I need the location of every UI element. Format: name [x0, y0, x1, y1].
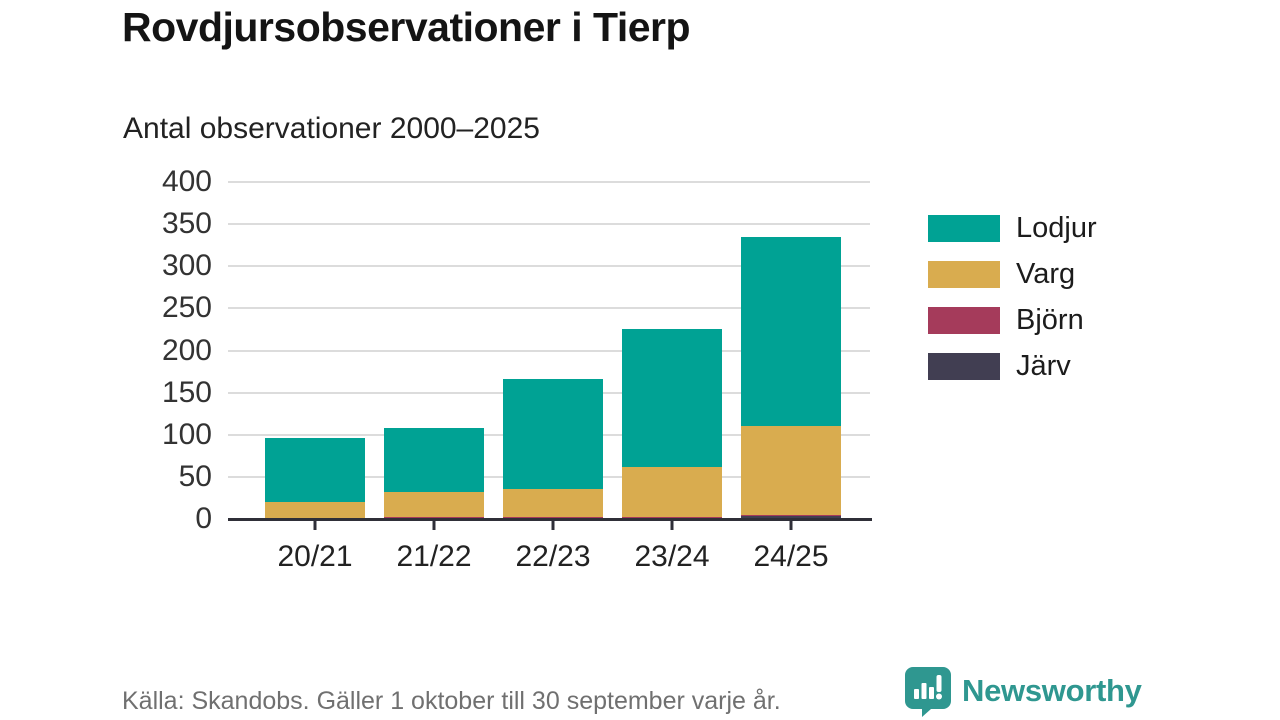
x-tick-label: 22/23 [515, 540, 591, 573]
bar-20/21 [265, 438, 365, 519]
legend-item-järv: Järv [928, 350, 1097, 382]
x-tick-mark [432, 521, 436, 530]
gridline [228, 223, 870, 226]
chart-title: Rovdjursobservationer i Tierp [122, 4, 691, 50]
plot-area [228, 181, 870, 519]
legend-swatch [928, 261, 1000, 288]
x-tick-mark [551, 521, 555, 530]
legend-label: Lodjur [1016, 212, 1097, 244]
legend-label: Björn [1016, 304, 1084, 336]
legend-swatch [928, 215, 1000, 242]
gridline [228, 265, 870, 268]
bar-segment-lodjur [622, 329, 722, 467]
y-tick-label: 100 [161, 417, 212, 451]
source-note: Källa: Skandobs. Gäller 1 oktober till 3… [122, 687, 781, 715]
x-axis-line [228, 518, 872, 521]
bar-segment-lodjur [741, 236, 841, 427]
legend: Lodjur Varg Björn Järv [928, 212, 1097, 399]
x-tick-mark [789, 521, 793, 530]
bar-23/24 [622, 329, 722, 519]
legend-swatch [928, 353, 1000, 380]
brand-name: Newsworthy [962, 673, 1142, 708]
gridline [228, 307, 870, 310]
legend-item-varg: Varg [928, 258, 1097, 290]
x-tick-label: 24/25 [753, 540, 829, 573]
chart-subtitle: Antal observationer 2000–2025 [123, 112, 540, 145]
y-tick-label: 300 [161, 249, 212, 283]
gridline [228, 349, 870, 352]
legend-item-lodjur: Lodjur [928, 212, 1097, 244]
bar-segment-björn [741, 514, 841, 517]
x-tick-mark [670, 521, 674, 530]
x-tick-label: 20/21 [277, 540, 353, 573]
bar-segment-varg [741, 426, 841, 515]
y-tick-label: 50 [178, 459, 212, 493]
gridline [228, 181, 870, 183]
brand-footer: Newsworthy [903, 665, 1142, 717]
x-tick-label: 23/24 [634, 540, 710, 573]
bar-segment-lodjur [503, 379, 603, 489]
bar-segment-lodjur [265, 438, 365, 503]
bar-segment-järv [741, 516, 841, 519]
bar-segment-varg [265, 502, 365, 519]
legend-label: Varg [1016, 258, 1076, 290]
bar-segment-varg [384, 492, 484, 518]
newsworthy-logo-icon [905, 667, 951, 717]
y-tick-label: 350 [161, 207, 212, 241]
bar-segment-lodjur [384, 428, 484, 493]
x-axis: 20/21 21/22 22/23 23/24 24/25 [228, 521, 872, 581]
y-tick-label: 250 [161, 291, 212, 325]
bar-segment-varg [622, 466, 722, 518]
bar-21/22 [384, 428, 484, 519]
y-tick-label: 400 [161, 165, 212, 198]
bar-22/23 [503, 379, 603, 519]
x-tick-label: 21/22 [396, 540, 472, 573]
legend-item-björn: Björn [928, 304, 1097, 336]
legend-label: Järv [1016, 350, 1071, 382]
y-tick-label: 150 [161, 375, 212, 409]
y-tick-label: 0 [195, 502, 212, 535]
x-tick-mark [313, 521, 317, 530]
y-tick-label: 200 [161, 333, 212, 367]
bar-segment-varg [503, 488, 603, 518]
y-axis: 0 50 100 150 200 250 300 350 400 [130, 165, 212, 535]
legend-swatch [928, 307, 1000, 334]
bar-24/25 [741, 236, 841, 519]
